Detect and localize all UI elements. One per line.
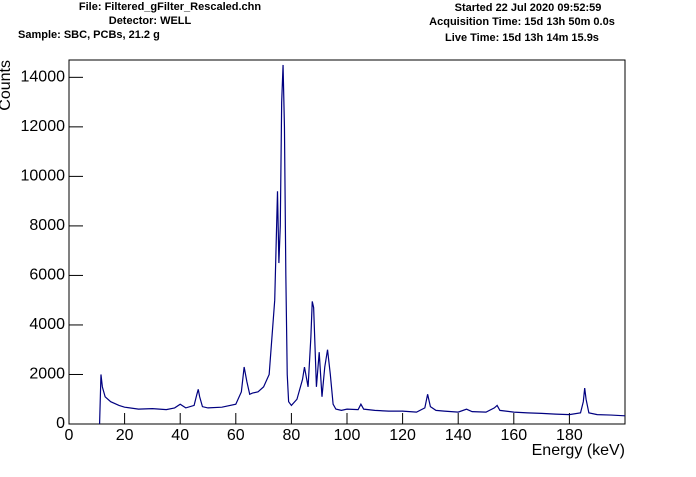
y-tick-label: 0 (56, 415, 65, 432)
live-label: Live Time: 15d 13h 14m 15.9s (445, 32, 599, 44)
x-tick-label: 40 (171, 427, 189, 444)
y-tick-label: 14000 (21, 69, 66, 86)
x-tick-label: 180 (556, 427, 583, 444)
x-tick-label: 60 (227, 427, 245, 444)
x-tick-label: 0 (65, 427, 74, 444)
y-tick-label: 6000 (29, 267, 65, 284)
x-axis-label: Energy (keV) (532, 442, 625, 459)
x-tick-label: 80 (283, 427, 301, 444)
x-tick-label: 20 (116, 427, 134, 444)
y-tick-label: 4000 (29, 316, 65, 333)
started-label: Started 22 Jul 2020 09:52:59 (455, 2, 602, 14)
y-tick-label: 2000 (29, 366, 65, 383)
x-tick-label: 140 (445, 427, 472, 444)
file-label: File: Filtered_gFilter_Rescaled.chn (79, 1, 261, 13)
x-tick-label: 100 (334, 427, 361, 444)
y-tick-label: 8000 (29, 217, 65, 234)
y-tick-label: 10000 (21, 168, 66, 185)
sample-label: Sample: SBC, PCBs, 21.2 g (18, 29, 160, 41)
spectrum-line (98, 64, 626, 425)
x-tick-label: 120 (389, 427, 416, 444)
x-tick-label: 160 (500, 427, 527, 444)
y-axis-label: Counts (0, 60, 14, 111)
acquisition-label: Acquisition Time: 15d 13h 50m 0.0s (429, 16, 615, 28)
detector-label: Detector: WELL (109, 15, 192, 27)
y-tick-label: 12000 (21, 118, 66, 135)
